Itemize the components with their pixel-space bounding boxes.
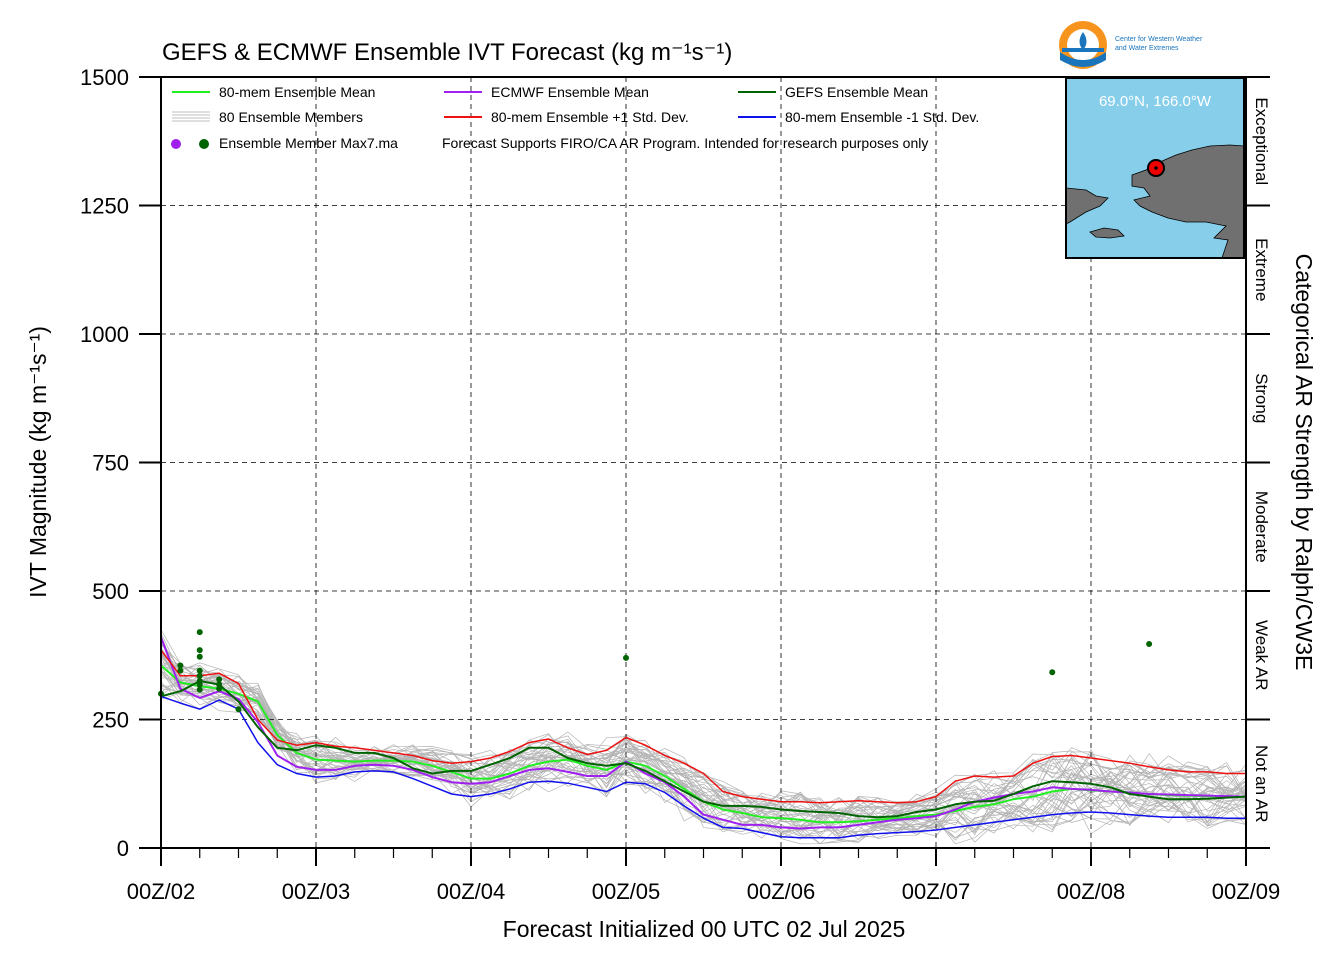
ensemble-max-points bbox=[158, 629, 1153, 713]
max-point-10 bbox=[196, 686, 203, 693]
category-label-2: Moderate bbox=[1252, 491, 1271, 563]
member-line-37 bbox=[160, 656, 1247, 817]
y-tick-label-3: 750 bbox=[92, 451, 129, 476]
member-line-13 bbox=[160, 640, 1247, 818]
chart-title: GEFS & ECMWF Ensemble IVT Forecast (kg m… bbox=[162, 39, 732, 66]
category-label-0: Not an AR bbox=[1252, 745, 1271, 823]
axes: 0 250 500 750 1000 1250 1500 00Z/02 00Z/03 00Z/04… bbox=[80, 65, 1280, 904]
max-point-5 bbox=[196, 653, 203, 660]
max-point-3 bbox=[196, 629, 203, 636]
x-tick-label-0: 00Z/02 bbox=[127, 879, 196, 904]
legend-swatch-members bbox=[172, 111, 210, 122]
x-tick-label-1: 00Z/03 bbox=[282, 879, 351, 904]
logo-text-line-1: Center for Western Weather bbox=[1115, 36, 1203, 43]
member-line-16 bbox=[160, 662, 1247, 822]
max-point-9 bbox=[196, 681, 203, 688]
inset-location: 69.0°N, 166.0°W bbox=[1099, 93, 1212, 110]
y-axis-label: IVT Magnitude (kg m⁻¹s⁻¹) bbox=[25, 326, 51, 598]
x-tick-label-5: 00Z/07 bbox=[902, 879, 971, 904]
category-label-1: Weak AR bbox=[1252, 620, 1271, 691]
legend-label-max-points: Ensemble Member Max7.ma bbox=[219, 135, 398, 151]
max-point-7 bbox=[196, 672, 203, 679]
legend-label-minus-std: 80-mem Ensemble -1 Std. Dev. bbox=[785, 109, 979, 125]
series-line-3 bbox=[160, 649, 1246, 804]
y-tick-label-5: 1250 bbox=[80, 194, 129, 219]
y-tick-label-6: 1500 bbox=[80, 65, 129, 90]
max-point-1 bbox=[177, 667, 184, 674]
x-tick-label-3: 00Z/05 bbox=[592, 879, 661, 904]
disclaimer: Forecast Supports FIRO/CA AR Program. In… bbox=[442, 135, 928, 151]
x-tick-label-2: 00Z/04 bbox=[437, 879, 506, 904]
legend-label-members: 80 Ensemble Members bbox=[219, 109, 363, 125]
inset-land-west bbox=[1065, 187, 1109, 225]
member-line-39 bbox=[160, 655, 1247, 816]
max-point-2 bbox=[177, 662, 184, 669]
y-tick-label-0: 0 bbox=[117, 836, 129, 861]
cw3e-logo: Center for Western Weather and Water Ext… bbox=[1059, 21, 1203, 69]
x-tick-label-4: 00Z/06 bbox=[747, 879, 816, 904]
max-point-4 bbox=[196, 647, 203, 654]
right-axis-label: Categorical AR Strength by Ralph/CW3E bbox=[1291, 254, 1317, 671]
category-label-3: Strong bbox=[1252, 373, 1271, 423]
max-point-14 bbox=[235, 706, 242, 713]
member-line-36 bbox=[160, 653, 1247, 828]
logo-text-line-2: and Water Extremes bbox=[1115, 45, 1179, 52]
member-line-23 bbox=[160, 650, 1247, 833]
y-tick-label-4: 1000 bbox=[80, 322, 129, 347]
member-line-19 bbox=[160, 629, 1247, 820]
legend-dot-gefs bbox=[199, 139, 209, 149]
series-lines bbox=[160, 636, 1247, 839]
x-tick-label-7: 00Z/09 bbox=[1212, 879, 1281, 904]
inset-land-island bbox=[1089, 227, 1125, 239]
category-label-4: Extreme bbox=[1252, 238, 1271, 301]
legend: 80-mem Ensemble Mean ECMWF Ensemble Mean… bbox=[171, 84, 979, 151]
series-line-4 bbox=[160, 695, 1246, 839]
category-label-5: Exceptional bbox=[1252, 97, 1271, 185]
member-line-0 bbox=[160, 670, 1247, 845]
member-line-38 bbox=[160, 683, 1247, 830]
legend-label-ensemble-mean: 80-mem Ensemble Mean bbox=[219, 84, 375, 100]
legend-label-ecmwf-mean: ECMWF Ensemble Mean bbox=[491, 84, 649, 100]
inset-map: 69.0°N, 166.0°W bbox=[1065, 77, 1245, 259]
max-point-12 bbox=[216, 681, 223, 688]
x-axis-label: Forecast Initialized 00 UTC 02 Jul 2025 bbox=[503, 916, 906, 942]
legend-label-gefs-mean: GEFS Ensemble Mean bbox=[785, 84, 928, 100]
y-tick-label-2: 500 bbox=[92, 579, 129, 604]
max-point-17 bbox=[1146, 640, 1153, 647]
max-point-15 bbox=[623, 654, 629, 661]
max-point-13 bbox=[216, 685, 223, 692]
member-line-32 bbox=[160, 670, 1247, 839]
series-line-1 bbox=[160, 636, 1247, 830]
x-tick-label-6: 00Z/08 bbox=[1057, 879, 1126, 904]
max-point-16 bbox=[1049, 669, 1056, 676]
series-line-2 bbox=[160, 680, 1247, 819]
max-point-11 bbox=[216, 676, 223, 683]
legend-label-plus-std: 80-mem Ensemble +1 Std. Dev. bbox=[491, 109, 689, 125]
legend-dot-ecmwf bbox=[171, 139, 181, 149]
y-tick-label-1: 250 bbox=[92, 708, 129, 733]
member-line-22 bbox=[160, 665, 1247, 842]
max-point-6 bbox=[196, 667, 203, 674]
